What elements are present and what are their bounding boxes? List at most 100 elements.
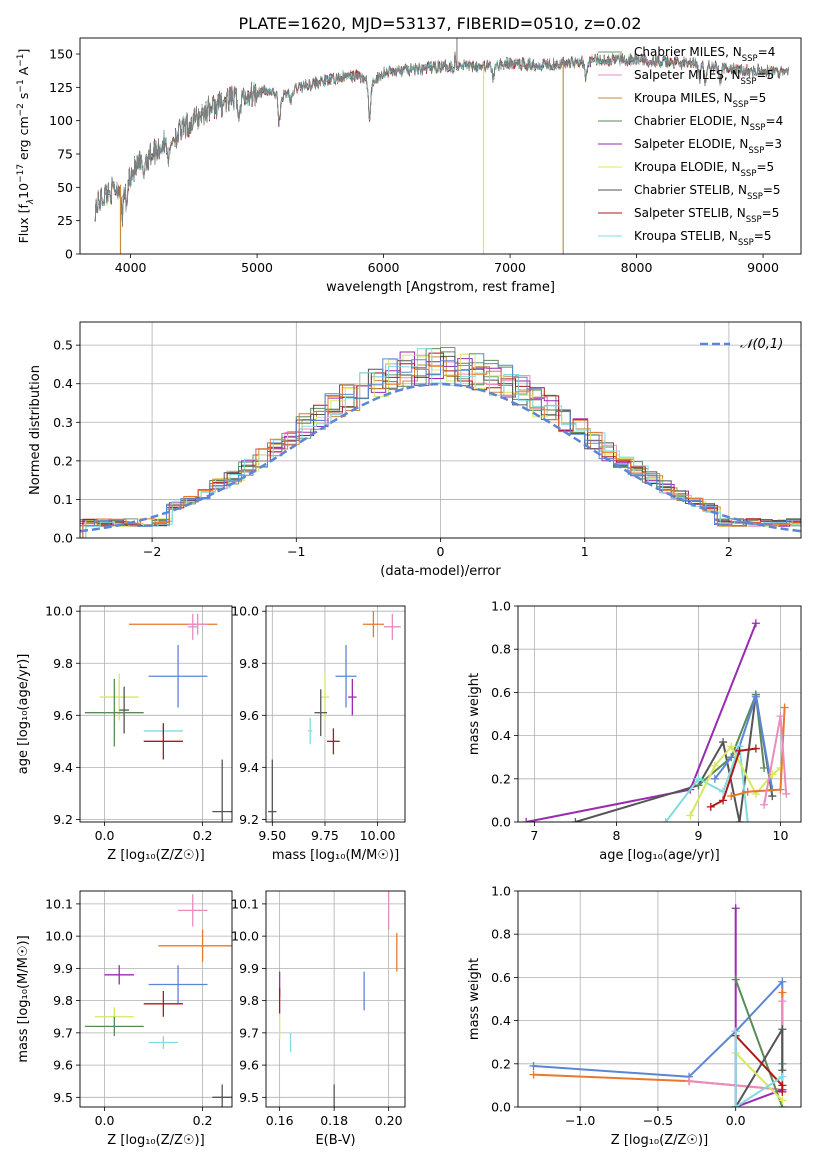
mass_vs_EBV-xlabel: E(B-V)	[315, 1133, 355, 1148]
age_vs_mass-xtick-label: 10.00	[360, 828, 396, 843]
massweight_vs_age-series-marker	[571, 818, 580, 822]
massweight_vs_age-ylabel: mass weight	[467, 673, 482, 755]
spectrum-ylabel-part: erg cm	[16, 116, 31, 164]
massweight_vs_age-ytick-label: 0.6	[491, 685, 511, 700]
massweight_vs_Z-ytick-label: 0.0	[491, 1100, 511, 1115]
legend-text: Chabrier MILES, N	[634, 45, 742, 59]
residuals-ytick-label: 0.1	[53, 492, 73, 507]
massweight_vs_Z-panel: −1.0 −0.5 0.0 0.0 0.2 0.4 0.6 0.8 1.0 Z [log₁₀(Z/…	[491, 884, 802, 1148]
massweight_vs_Z-ylabel: mass weight	[467, 958, 482, 1040]
legend-text: =4	[758, 45, 776, 59]
mass_vs_EBV-frame	[265, 890, 406, 1108]
massweight_vs_Z-xtick-label: −0.5	[643, 1113, 673, 1128]
age_vs_mass-xtick-label: 9.75	[311, 828, 339, 843]
age_vs_mass-ytick-label: 9.2	[239, 812, 259, 827]
legend-text: =4	[766, 114, 784, 128]
legend-text: Chabrier ELODIE, N	[634, 114, 750, 128]
massweight_vs_Z-series-marker	[778, 1096, 787, 1105]
mass_vs_Z-ytick-label: 10.1	[45, 896, 73, 911]
massweight_vs_age-series-line	[714, 695, 774, 790]
spectrum-data-line	[94, 52, 789, 225]
massweight_vs_age-xtick-label: 7	[530, 828, 538, 843]
age_vs_Z-ytick-label: 9.6	[53, 708, 73, 723]
massweight_vs_age-series-marker	[710, 774, 719, 783]
spectrum-ylabel-part: ]	[16, 49, 31, 54]
massweight_vs_age-xtick-label: 10	[773, 828, 789, 843]
residuals-xtick-label: −2	[143, 544, 161, 559]
spectrum-xtick-label: 6000	[368, 260, 400, 275]
age_vs_mass-ytick-label: 9.8	[239, 656, 259, 671]
mass_vs_Z-panel: 0.0 0.2 9.5 9.6 9.7 9.8 9.9 10.0 10.1 Z [log₁₀(Z/…	[45, 890, 233, 1148]
age_vs_Z-ytick-label: 9.4	[53, 760, 73, 775]
spectrum-ylabel-part: s	[16, 93, 31, 104]
residuals-xlabel: (data-model)/error	[380, 564, 501, 579]
legend-text: =5	[762, 206, 780, 220]
legend-sub: SSP	[742, 54, 758, 64]
age_vs_Z-frame	[79, 605, 233, 823]
age_vs_Z-ytick-label: 9.8	[53, 656, 73, 671]
residuals-ytick-label: 0.5	[53, 338, 73, 353]
massweight_vs_Z-series-marker	[731, 975, 740, 984]
massweight_vs_age-series-marker	[776, 785, 785, 794]
spectrum-xtick-label: 4000	[115, 260, 147, 275]
mass_vs_Z-plot-area	[84, 894, 232, 1107]
spectrum-ytick-label: 100	[49, 113, 73, 128]
massweight_vs_age-series-marker	[706, 802, 715, 811]
age_vs_mass-ytick-label: 9.6	[239, 708, 259, 723]
spectrum-ylabel-part: −1	[16, 79, 26, 92]
massweight_vs_age-series-marker	[780, 703, 789, 712]
spectrum-ylabel-part: λ	[26, 199, 36, 205]
legend-text: Chabrier STELIB, N	[634, 183, 747, 197]
massweight_vs_Z-series-marker	[731, 904, 740, 913]
age_vs_mass-ytick-label: 9.4	[239, 760, 259, 775]
legend-text: Kroupa MILES, N	[634, 91, 733, 105]
massweight_vs_Z-xlabel: Z [log₁₀(Z/Z☉)]	[611, 1133, 708, 1148]
spectrum-ylabel-part: 10	[16, 183, 31, 199]
massweight_vs_age-frame	[517, 605, 802, 823]
legend-text: Salpeter MILES, N	[634, 68, 741, 82]
residuals-histogram-series	[82, 351, 801, 538]
massweight_vs_Z-series-marker	[778, 1087, 787, 1096]
massweight_vs_Z-series-marker	[685, 1077, 694, 1086]
residuals-histogram-series	[85, 353, 801, 538]
residuals-xtick-label: 1	[581, 544, 589, 559]
massweight_vs_age-series-marker	[782, 789, 791, 798]
massweight_vs_age-series-marker	[661, 818, 670, 822]
massweight_vs_age-series-line	[689, 745, 782, 816]
legend-text: =5	[763, 183, 781, 197]
legend-text: =3	[764, 137, 782, 151]
spectrum-plot-area	[94, 38, 789, 254]
massweight_vs_age-series-marker	[760, 764, 769, 772]
massweight_vs_age-series-marker	[694, 774, 703, 783]
massweight_vs_age-series-marker	[751, 744, 760, 753]
spectrum-ylabel-part: −17	[16, 164, 26, 183]
spectrum-ytick-label: 75	[57, 147, 73, 162]
spectrum-xtick-label: 8000	[621, 260, 653, 275]
age_vs_Z-xtick-label: 0.0	[95, 828, 115, 843]
mass_vs_Z-ytick-label: 9.9	[53, 961, 73, 976]
massweight_vs_age-xtick-label: 9	[694, 828, 702, 843]
legend-sub: SSP	[738, 238, 754, 248]
mass_vs_EBV-panel: 0.16 0.18 0.20 9.5 9.6 9.7 9.8 9.9 10.0 10.1 E(B-V…	[231, 890, 406, 1148]
massweight_vs_Z-series-marker	[529, 1061, 538, 1070]
massweight_vs_Z-series-marker	[778, 977, 787, 986]
massweight_vs_Z-ytick-label: 0.8	[491, 927, 511, 942]
massweight_vs_age-series-marker	[686, 811, 695, 820]
mass_vs_Z-ytick-label: 10.0	[45, 929, 73, 944]
spectrum-legend-label: Chabrier MILES, NSSP=4	[634, 45, 775, 64]
spectrum-ytick-label: 125	[49, 80, 73, 95]
age_vs_Z-xtick-label: 0.2	[193, 828, 213, 843]
legend-sub: SSP	[733, 100, 749, 110]
legend-text: Salpeter STELIB, N	[634, 206, 746, 220]
massweight_vs_age-series-marker	[743, 787, 752, 796]
massweight_vs_age-series-line	[697, 693, 766, 787]
legend-sub: SSP	[741, 169, 757, 179]
spectrum-legend-label: Chabrier STELIB, NSSP=5	[634, 183, 781, 202]
massweight_vs_age-series-marker	[751, 619, 760, 628]
residuals-xtick-label: −1	[287, 544, 305, 559]
figure-title: PLATE=1620, MJD=53137, FIBERID=0510, z=0…	[238, 14, 641, 33]
massweight_vs_Z-series-marker	[731, 1027, 740, 1036]
spectrum-ytick-label: 150	[49, 47, 73, 62]
massweight_vs_Z-series-marker	[778, 997, 787, 1006]
spectrum-xtick-label: 5000	[241, 260, 273, 275]
